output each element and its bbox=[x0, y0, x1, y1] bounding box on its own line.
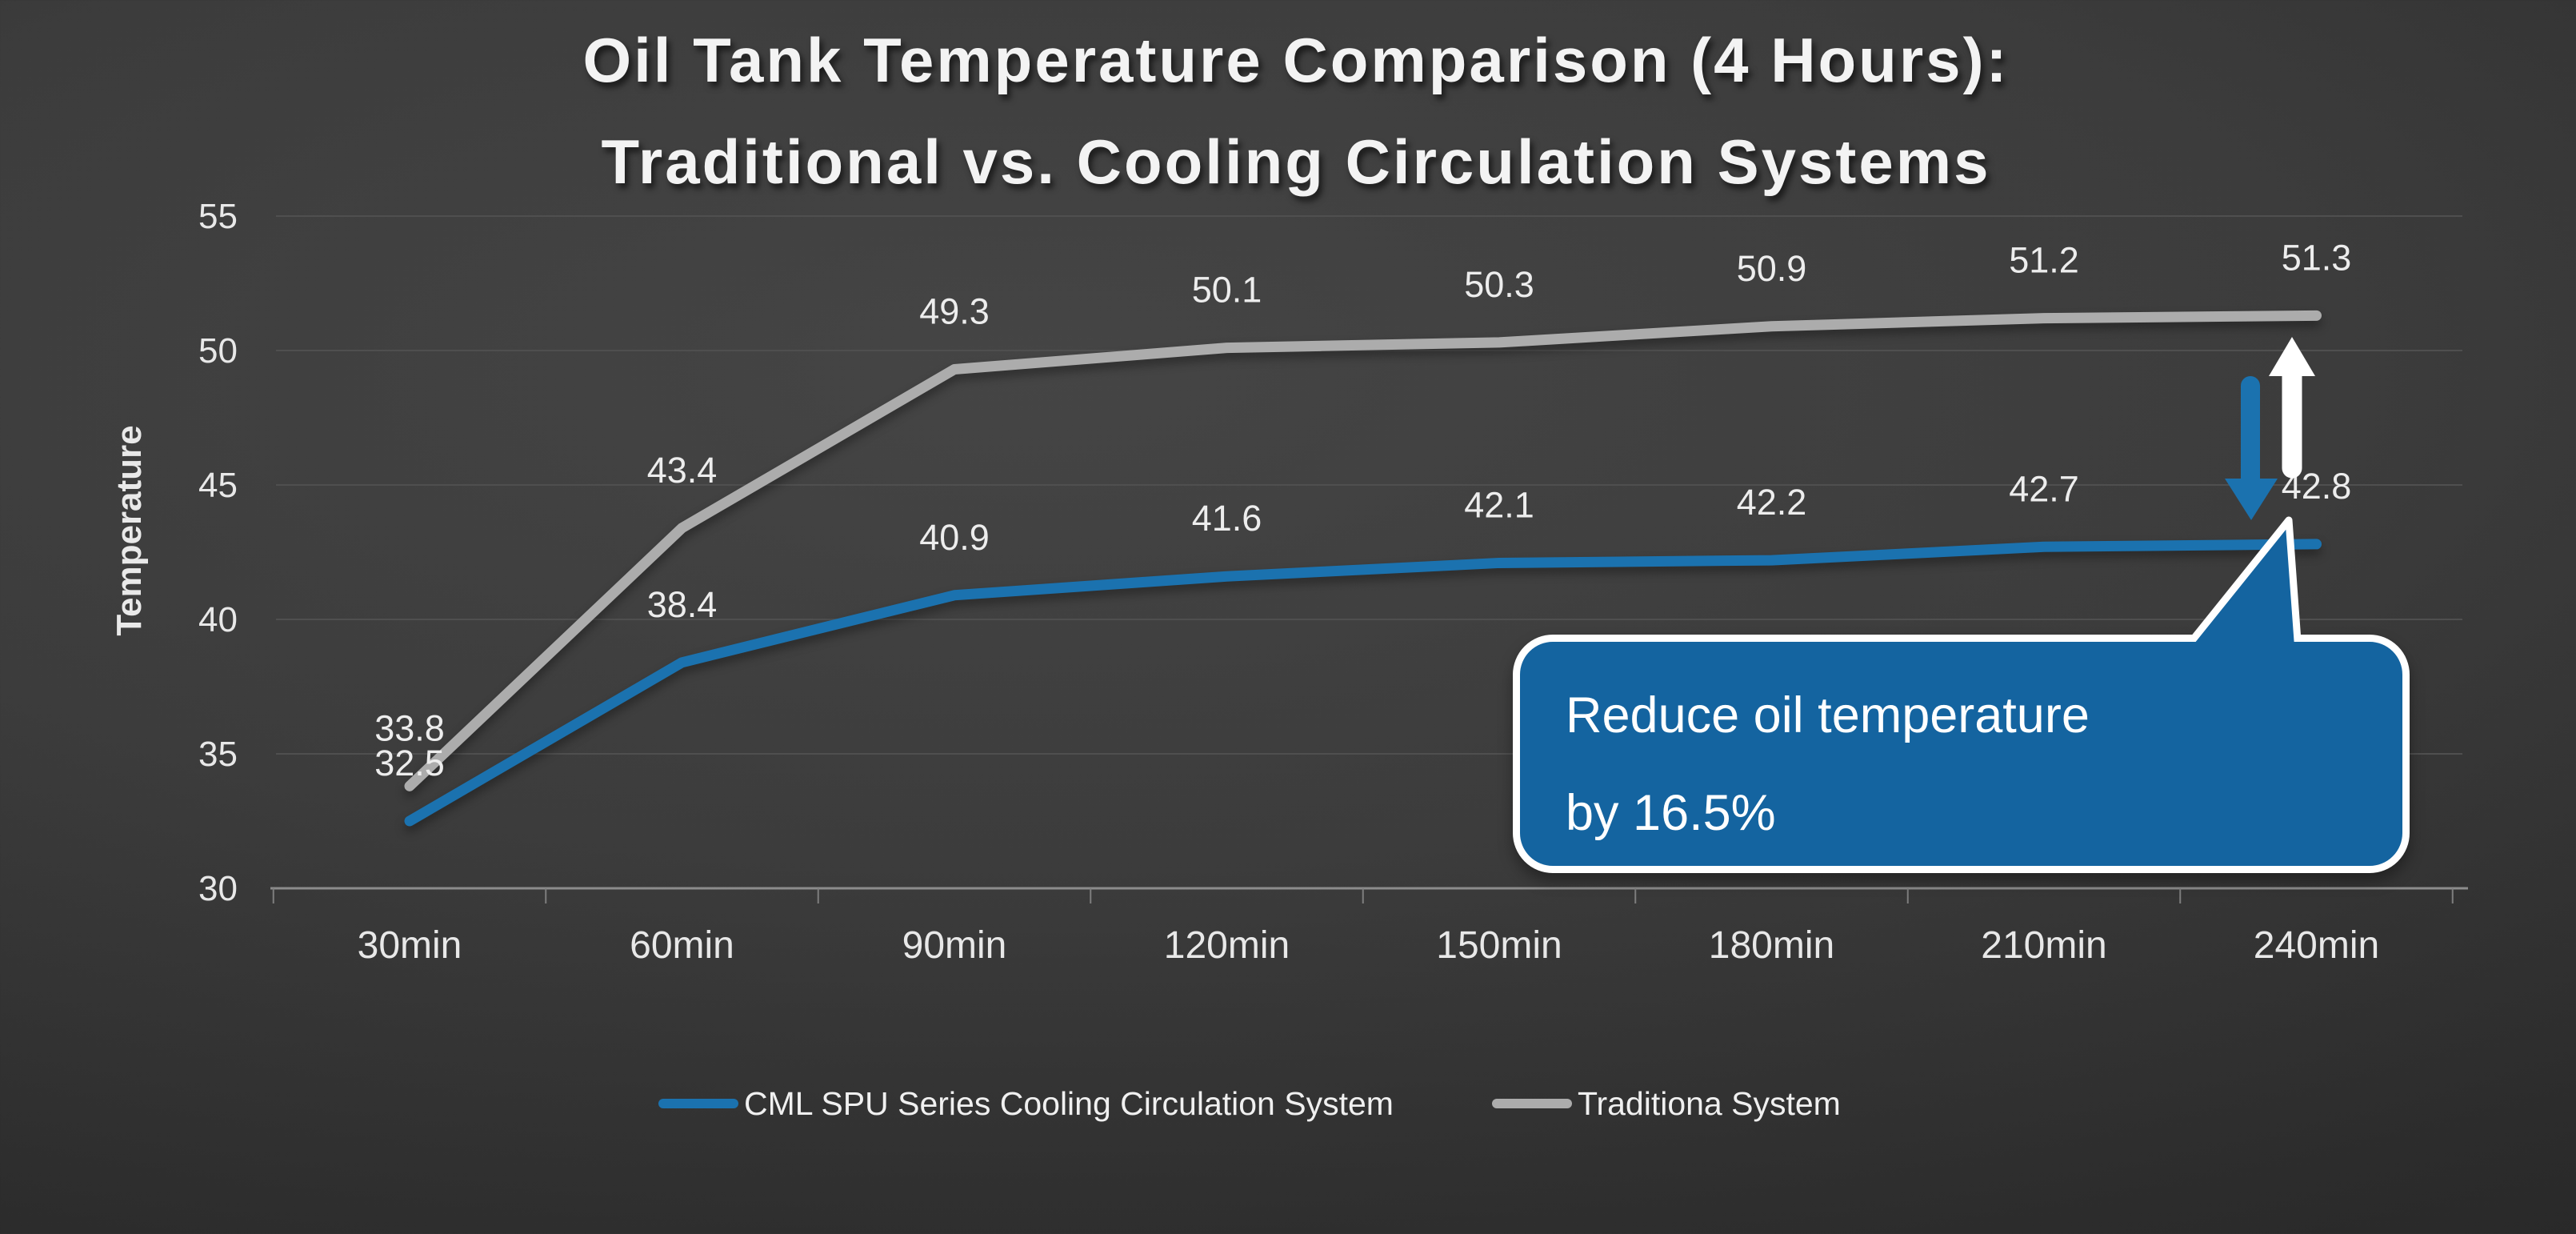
y-tick-label: 45 bbox=[198, 466, 238, 505]
legend-swatch-cooling-line-icon bbox=[658, 1099, 738, 1108]
series-line-traditional bbox=[404, 310, 2322, 791]
y-tick-label: 35 bbox=[198, 735, 238, 774]
legend-label-cooling-system: CML SPU Series Cooling Circulation Syste… bbox=[744, 1085, 1394, 1122]
data-label-cooling: 41.6 bbox=[1192, 498, 1262, 539]
callout-pointer-outline bbox=[2186, 516, 2302, 642]
chart-title-line2: Traditional vs. Cooling Circulation Syst… bbox=[601, 126, 1991, 197]
callout-pointer bbox=[2186, 516, 2302, 642]
y-tick-label: 55 bbox=[198, 197, 238, 236]
data-label-cooling: 42.1 bbox=[1464, 484, 1534, 525]
decrease-arrow-down-head-icon bbox=[2225, 479, 2278, 520]
legend: CML SPU Series Cooling Circulation Syste… bbox=[658, 1084, 1841, 1123]
legend-swatch-traditional-line-icon bbox=[1491, 1099, 1572, 1108]
data-label-cooling: 40.9 bbox=[919, 517, 990, 558]
increase-arrow-up-head-icon bbox=[2269, 337, 2315, 376]
x-tick-label: 210min bbox=[1981, 924, 2106, 967]
legend-item-cooling-system: CML SPU Series Cooling Circulation Syste… bbox=[658, 1084, 1394, 1123]
data-label-cooling: 38.4 bbox=[647, 584, 718, 625]
annotation-text-line2: by 16.5% bbox=[1566, 785, 1776, 841]
data-label-cooling: 42.7 bbox=[2009, 468, 2079, 509]
y-axis-title: Temperature bbox=[110, 425, 149, 636]
data-label-traditional: 50.3 bbox=[1464, 264, 1534, 305]
data-label-cooling: 32.5 bbox=[374, 743, 445, 783]
x-tick-label: 120min bbox=[1164, 924, 1290, 967]
annotation-callout: Reduce oil temperature by 16.5% bbox=[1513, 635, 2410, 873]
annotation-text-line1: Reduce oil temperature bbox=[1566, 687, 2090, 743]
data-label-cooling: 42.2 bbox=[1737, 482, 1807, 523]
data-label-traditional: 49.3 bbox=[919, 291, 990, 332]
data-label-traditional: 51.2 bbox=[2009, 240, 2079, 281]
series-line-cooling bbox=[404, 539, 2322, 827]
legend-item-traditional-system: Traditiona System bbox=[1491, 1084, 1841, 1123]
x-tick-label: 90min bbox=[902, 924, 1007, 967]
data-label-traditional: 51.3 bbox=[2282, 237, 2352, 278]
data-label-traditional: 33.8 bbox=[374, 707, 445, 748]
x-tick-label: 60min bbox=[630, 924, 734, 967]
legend-label-traditional-system: Traditiona System bbox=[1577, 1085, 1841, 1122]
y-tick-label: 50 bbox=[198, 331, 238, 371]
chart-title-line1: Oil Tank Temperature Comparison (4 Hours… bbox=[582, 25, 2010, 95]
x-tick-label: 30min bbox=[358, 924, 462, 967]
x-tick-label: 150min bbox=[1436, 924, 1562, 967]
y-tick-label: 40 bbox=[198, 600, 238, 639]
data-label-traditional: 43.4 bbox=[647, 450, 718, 491]
x-tick-label: 240min bbox=[2254, 924, 2379, 967]
y-tick-label: 30 bbox=[198, 869, 238, 908]
x-tick-label: 180min bbox=[1709, 924, 1834, 967]
data-label-traditional: 50.9 bbox=[1737, 248, 1807, 289]
data-label-traditional: 50.1 bbox=[1192, 270, 1262, 311]
chart-title: Oil Tank Temperature Comparison (4 Hours… bbox=[0, 10, 2576, 213]
